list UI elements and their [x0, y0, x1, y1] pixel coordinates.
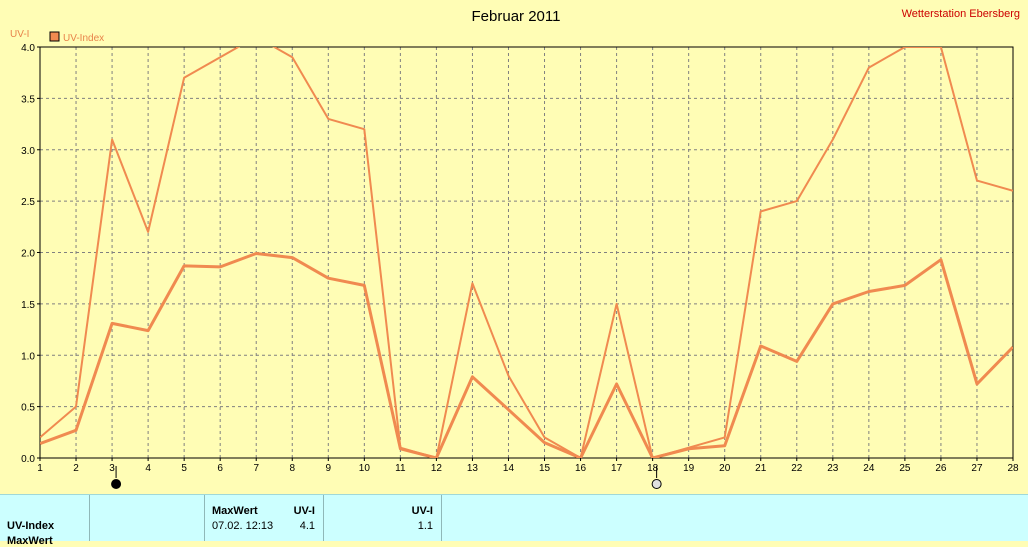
x-tick-label: 16 — [575, 463, 587, 474]
chart-series — [40, 47, 1013, 458]
y-tick-label: 1.5 — [21, 300, 35, 311]
station-name: Wetterstation Ebersberg — [902, 8, 1020, 20]
maxwert-header: MaxWert — [212, 505, 258, 517]
x-tick-label: 26 — [935, 463, 947, 474]
y-tick-label: 1.0 — [21, 351, 35, 362]
x-tick-label: 4 — [145, 463, 151, 474]
y-tick-label: 3.0 — [21, 146, 35, 157]
y-tick-labels: 0.0 0.5 1.0 1.5 2.0 2.5 3.0 3.5 4.0 — [21, 43, 40, 465]
x-tick-label: 23 — [827, 463, 839, 474]
x-tick-label: 17 — [611, 463, 623, 474]
x-tick-label: 9 — [326, 463, 332, 474]
x-tick-label: 28 — [1007, 463, 1019, 474]
moon-phase-markers — [111, 466, 662, 489]
x-tick-label: 20 — [719, 463, 731, 474]
summary-label-column: UV-Index MaxWert — [0, 495, 90, 547]
y-tick-label: 0.0 — [21, 454, 35, 465]
summary-empty-column — [90, 495, 205, 541]
x-tick-label: 13 — [467, 463, 479, 474]
value-unit: UV-I — [411, 505, 433, 517]
y-tick-label: 4.0 — [21, 43, 35, 54]
x-tick-labels: 1 2 3 4 5 6 7 8 9 10 11 12 13 14 15 16 17 18 19 20 21 22 23 24 2… — [37, 458, 1019, 474]
x-tick-label: 2 — [73, 463, 79, 474]
x-tick-label: 1 — [37, 463, 43, 474]
uv-index-chart: 0.00.51.01.52.02.53.03.54.0 1 2 3 4 5 6 7 8 9 10 1… — [10, 8, 1020, 489]
x-tick-label: 6 — [217, 463, 223, 474]
maxwert-unit: UV-I — [293, 505, 315, 517]
row-label-uv-index: UV-Index — [7, 520, 55, 532]
full-moon-icon — [651, 479, 662, 489]
x-tick-label: 19 — [683, 463, 695, 474]
x-tick-label: 21 — [755, 463, 767, 474]
x-tick-label: 3 — [109, 463, 115, 474]
x-tick-label: 25 — [899, 463, 911, 474]
y-axis-unit: UV-I — [10, 29, 29, 40]
x-tick-label: 15 — [539, 463, 551, 474]
y-tick-label: 3.5 — [21, 94, 35, 105]
x-tick-label: 24 — [863, 463, 875, 474]
max-time: 07.02. 12:13 — [212, 520, 274, 532]
chart-title: Februar 2011 — [472, 8, 561, 25]
summary-maxwert-column: MaxWert UV-I 07.02. 12:13 4.1 — [205, 495, 324, 541]
x-tick-label: 5 — [181, 463, 187, 474]
x-tick-label: 8 — [289, 463, 295, 474]
y-tick-label: 2.0 — [21, 249, 35, 260]
series-line-max — [40, 47, 1013, 458]
x-tick-label: 27 — [971, 463, 983, 474]
legend-swatch — [49, 31, 60, 42]
chart-grid — [40, 47, 1013, 458]
y-tick-label: 0.5 — [21, 403, 35, 414]
legend-label: UV-Index — [63, 33, 104, 44]
row-label-maxwert: MaxWert — [7, 535, 53, 547]
y-tick-label: 2.5 — [21, 197, 35, 208]
x-tick-label: 12 — [431, 463, 443, 474]
x-tick-label: 7 — [253, 463, 259, 474]
summary-table: UV-Index MaxWert MaxWert UV-I 07.02. 12:… — [0, 494, 1028, 547]
x-tick-label: 14 — [503, 463, 515, 474]
series-line-mean — [40, 252, 1013, 458]
x-tick-label: 11 — [395, 463, 406, 474]
value: 1.1 — [417, 520, 433, 532]
x-tick-label: 10 — [359, 463, 371, 474]
new-moon-icon — [111, 479, 122, 489]
x-tick-label: 22 — [791, 463, 803, 474]
summary-value-column: UV-I 1.1 — [324, 495, 442, 541]
max-value: 4.1 — [299, 520, 315, 532]
x-tick-label: 18 — [647, 463, 659, 474]
